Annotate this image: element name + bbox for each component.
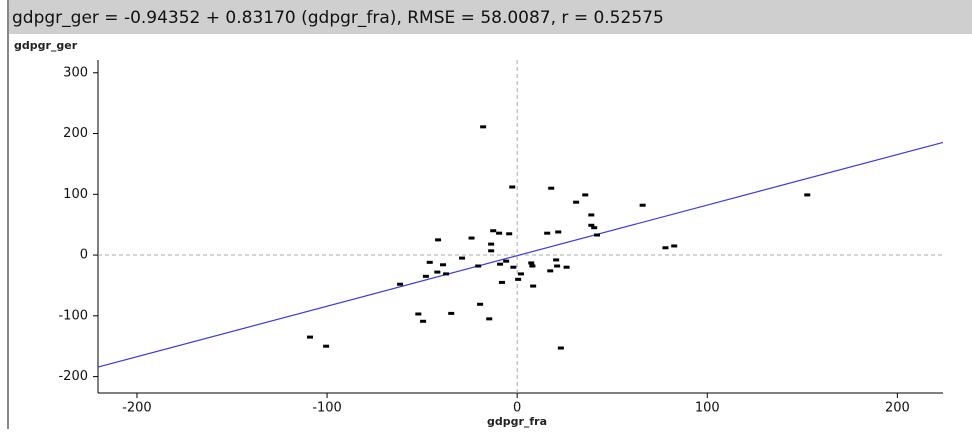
point (306, 335, 313, 339)
point (448, 311, 455, 315)
point (477, 302, 484, 306)
point (544, 231, 551, 235)
y-axis-label: gdpgr_ger (14, 39, 78, 52)
point (440, 263, 447, 267)
point (506, 232, 513, 236)
point (397, 282, 404, 286)
point (588, 213, 595, 217)
point (557, 346, 564, 350)
point (468, 236, 475, 240)
point (530, 284, 537, 288)
x-tick-label: 200 (885, 401, 910, 416)
point (529, 264, 536, 268)
x-axis-label: gdpgr_fra (487, 415, 547, 428)
x-tick-label: -100 (312, 401, 342, 416)
y-tick-label: 300 (63, 65, 88, 80)
point (528, 261, 535, 265)
point (554, 264, 561, 268)
point (486, 317, 493, 321)
regression-line (97, 141, 944, 368)
point (547, 269, 554, 273)
x-tick-label: -200 (122, 401, 152, 416)
chart-title: gdpgr_ger = -0.94352 + 0.83170 (gdpgr_fr… (12, 8, 664, 28)
point (591, 226, 598, 230)
point (415, 312, 422, 316)
point (563, 265, 570, 269)
y-tick-label: 200 (63, 126, 88, 141)
point (517, 272, 524, 276)
point (488, 242, 495, 246)
point (420, 319, 427, 323)
point (515, 277, 522, 281)
point (671, 244, 678, 248)
point (480, 125, 487, 129)
point (510, 265, 517, 269)
x-tick-label: 0 (513, 401, 521, 416)
point (488, 249, 495, 253)
point (498, 280, 505, 284)
point (573, 200, 580, 204)
point (422, 274, 429, 278)
point (323, 344, 330, 348)
point (426, 260, 433, 264)
y-tick-label: 100 (63, 187, 88, 202)
point (582, 193, 589, 197)
point (503, 259, 510, 263)
point (497, 262, 504, 266)
point (509, 185, 516, 189)
point (588, 223, 595, 227)
point (435, 238, 442, 242)
point (662, 246, 669, 250)
point (434, 270, 441, 274)
title-bar (8, 0, 972, 34)
point (459, 256, 466, 260)
y-tick-label: -200 (58, 369, 88, 384)
point (804, 193, 811, 197)
point (475, 264, 482, 268)
y-tick-label: -100 (58, 308, 88, 323)
point (490, 229, 497, 233)
point (548, 186, 555, 190)
y-tick-label: 0 (80, 248, 88, 263)
point (555, 230, 562, 234)
point (553, 258, 560, 262)
point (639, 203, 646, 207)
point (594, 233, 601, 237)
point (496, 231, 503, 235)
x-tick-label: 100 (695, 401, 720, 416)
point (443, 272, 450, 276)
